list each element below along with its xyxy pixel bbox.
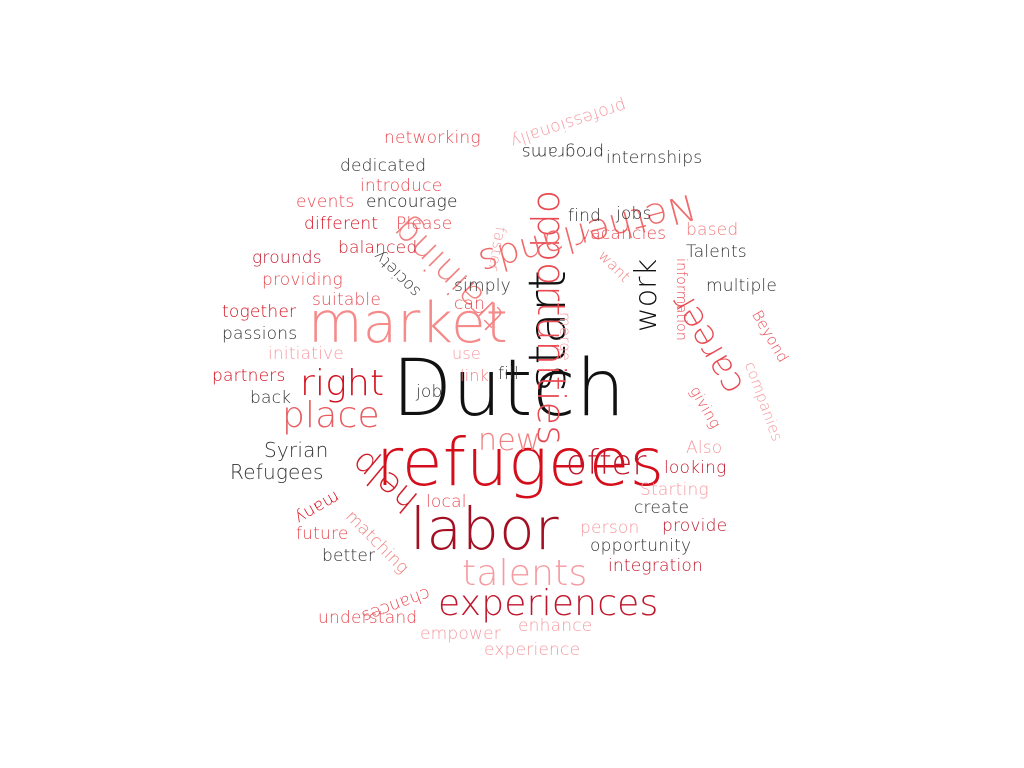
word-job: job (416, 382, 443, 402)
word-market: market (308, 291, 508, 356)
word-based: based (686, 220, 739, 240)
word-networking: networking (384, 128, 481, 148)
word-merge: merge (556, 312, 574, 361)
word-person: person (580, 518, 640, 538)
word-syrian: Syrian (264, 438, 329, 462)
word-also: Also (686, 438, 723, 458)
word-provide: provide (662, 516, 728, 536)
word-talents-capital: Talents (686, 242, 747, 262)
word-understand: understand (318, 608, 418, 628)
word-new: new (478, 423, 541, 458)
word-partners: partners (212, 366, 286, 386)
word-labor: labor (410, 495, 559, 563)
word-information: information (673, 258, 689, 342)
word-together: together (222, 302, 297, 322)
word-back: back (250, 388, 292, 408)
word-dedicated: dedicated (340, 156, 427, 176)
word-place: place (282, 395, 380, 436)
word-balanced: balanced (338, 238, 418, 258)
word-link: link (460, 366, 490, 385)
word-talents: talents (462, 553, 588, 594)
word-want: want (594, 246, 635, 286)
word-events: events (296, 192, 355, 212)
word-empower: empower (420, 624, 501, 644)
word-use: use (452, 344, 481, 363)
word-future: future (296, 524, 349, 544)
word-experiences: experiences (438, 583, 659, 624)
word-looking: looking (664, 458, 727, 478)
word-different: different (304, 214, 379, 234)
word-initiative: initiative (268, 344, 344, 364)
word-enhance: enhance (518, 616, 593, 636)
word-multiple: multiple (706, 276, 778, 296)
word-right: right (300, 363, 385, 404)
word-beyond: Beyond (748, 307, 793, 366)
word-find: find (568, 206, 602, 226)
word-offer: offer (566, 443, 647, 483)
word-companies: companies (740, 359, 787, 444)
word-starting: Starting (640, 480, 709, 500)
word-please: Please (396, 214, 453, 234)
word-grounds: grounds (252, 248, 322, 268)
word-providing: providing (262, 270, 343, 290)
word-refugees: refugees (376, 424, 665, 501)
word-programs: programs (521, 142, 604, 162)
word-integration: integration (608, 556, 703, 576)
word-dutch: Dutch (392, 344, 626, 434)
word-internships: internships (606, 148, 703, 168)
word-can: can (454, 294, 486, 314)
word-experience: experience (484, 640, 581, 660)
word-suitable: suitable (312, 290, 382, 310)
word-introduce: introduce (360, 176, 443, 196)
word-many: many (290, 486, 343, 529)
word-refugees-capital: Refugees (230, 460, 324, 484)
word-encourage: encourage (366, 192, 458, 212)
word-fill: fill (498, 364, 519, 384)
word-opportunity: opportunity (590, 536, 692, 556)
word-vacancies: vacancies (580, 224, 667, 244)
word-simply: simply (454, 276, 511, 296)
word-better: better (322, 546, 376, 566)
word-jobs: jobs (616, 204, 652, 224)
word-passions: passions (222, 324, 298, 344)
word-create: create (634, 498, 690, 518)
word-work: work (629, 258, 664, 332)
word-local: local (426, 492, 467, 512)
